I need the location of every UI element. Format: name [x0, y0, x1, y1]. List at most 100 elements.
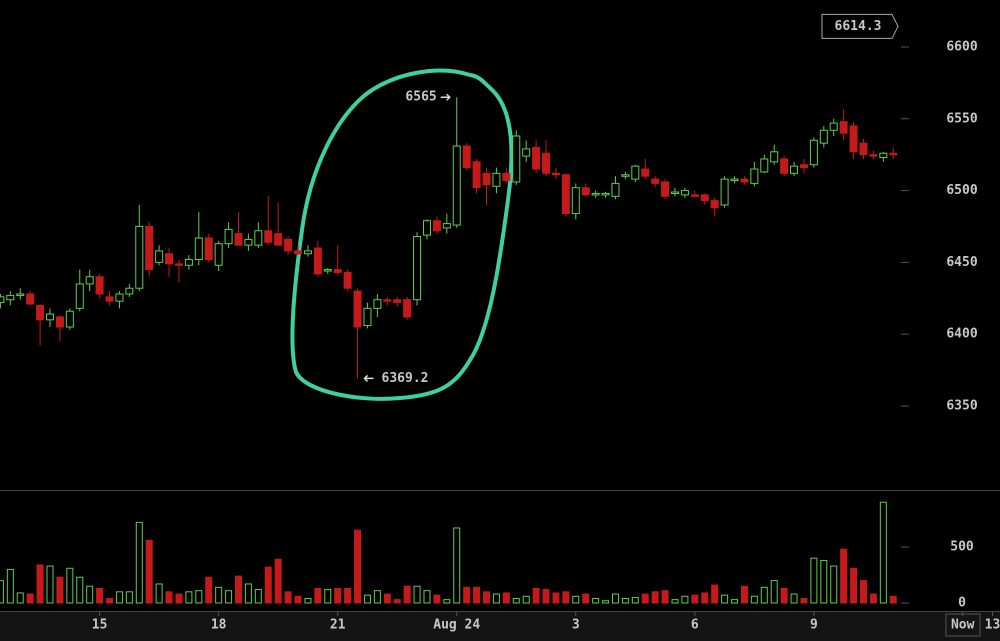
candle-body — [770, 151, 779, 163]
highlight-circle — [290, 68, 514, 401]
x-tick-label: 18 — [211, 618, 227, 633]
candle-body — [303, 250, 312, 255]
x-tick-label: 15 — [92, 618, 108, 633]
candle-body — [482, 172, 491, 186]
low-label: 6369.2 — [382, 371, 429, 386]
candle-body — [145, 225, 154, 271]
candle-body — [472, 161, 481, 189]
volume-bar — [393, 599, 401, 604]
candle-body — [383, 299, 392, 302]
candle-body — [631, 165, 640, 180]
volume-bar — [483, 591, 491, 604]
volume-bar — [254, 589, 262, 604]
candle-body — [859, 142, 868, 156]
volume-bar — [373, 590, 381, 604]
volume-bar — [532, 587, 540, 604]
volume-bar — [284, 591, 292, 604]
volume-bar — [453, 527, 461, 604]
candle-body — [561, 174, 570, 215]
volume-bar — [423, 590, 431, 604]
last-price-label: 6614.3 — [835, 19, 882, 34]
volume-bar — [750, 595, 758, 604]
candle-body — [85, 276, 94, 285]
y-tick-label: 6600 — [946, 39, 977, 54]
candle-body — [165, 253, 174, 265]
volume-bar — [314, 587, 322, 604]
candle-body — [413, 236, 422, 301]
candle-body — [641, 168, 650, 177]
candle-body — [621, 174, 630, 177]
candle-body — [730, 178, 739, 182]
candle-body — [581, 187, 590, 196]
candle-body — [839, 121, 848, 134]
volume-bar — [225, 590, 233, 604]
volume-bar — [185, 591, 193, 604]
volume-bar — [721, 594, 729, 604]
candle-body — [373, 299, 382, 309]
last-price-box — [821, 13, 899, 39]
x-axis-strip — [0, 612, 1000, 641]
candle-body — [462, 145, 471, 169]
volume-tick-label: 500 — [950, 540, 974, 555]
x-tick-label: 21 — [330, 618, 346, 633]
candle-body — [393, 299, 402, 304]
candle-body — [115, 293, 124, 302]
y-tick-label: 6550 — [946, 111, 977, 126]
low-arrow — [363, 374, 374, 382]
volume-bar — [681, 595, 689, 604]
candle-body — [363, 307, 372, 327]
volume-bar — [413, 585, 421, 604]
high-arrow — [440, 93, 451, 101]
x-tick-label: 9 — [810, 618, 818, 633]
volume-bar — [274, 558, 282, 604]
volume-tick-label: 0 — [958, 596, 966, 611]
candle-body — [829, 122, 838, 131]
volume-bar — [602, 600, 610, 604]
candle-body — [55, 316, 64, 328]
candle-body — [26, 293, 35, 305]
candle-body — [16, 293, 25, 296]
volume-bar — [354, 529, 362, 604]
candle-body — [720, 178, 729, 206]
volume-bar — [135, 521, 143, 604]
candle-body — [710, 200, 719, 209]
volume-bar — [433, 594, 441, 604]
candle-body — [174, 263, 183, 266]
candle-body — [492, 172, 501, 187]
candle-body — [0, 296, 5, 304]
candle-body — [313, 247, 322, 275]
volume-bar — [294, 595, 302, 604]
volume-bar — [195, 590, 203, 604]
candle-body — [353, 290, 362, 328]
candle-body — [442, 223, 451, 229]
y-tick-label: 6450 — [946, 255, 977, 270]
candle-body — [502, 172, 511, 182]
volume-bar — [850, 567, 858, 604]
volume-bar — [661, 590, 669, 604]
volume-bar — [800, 598, 808, 604]
candle-body — [522, 148, 531, 157]
volume-bar — [512, 598, 520, 604]
candle-body — [879, 152, 888, 159]
candle-body — [432, 220, 441, 232]
volume-bar — [36, 564, 44, 604]
candle-body — [95, 276, 104, 295]
volume-bar — [810, 557, 818, 604]
volume-bar — [701, 592, 709, 604]
volume-bar — [244, 583, 252, 604]
candle-body — [6, 294, 15, 301]
volume-bar — [611, 593, 619, 604]
volume-bar — [86, 585, 94, 604]
candle-body — [284, 238, 293, 252]
volume-bar — [155, 583, 163, 604]
y-tick-label: 6400 — [946, 327, 977, 342]
volume-bar — [165, 591, 173, 604]
candle-body — [422, 220, 431, 236]
volume-bar — [125, 591, 133, 604]
volume-bar — [334, 587, 342, 604]
volume-bar — [542, 589, 550, 604]
volume-bar — [26, 593, 34, 604]
candle-body — [849, 125, 858, 153]
volume-bar — [264, 566, 272, 604]
